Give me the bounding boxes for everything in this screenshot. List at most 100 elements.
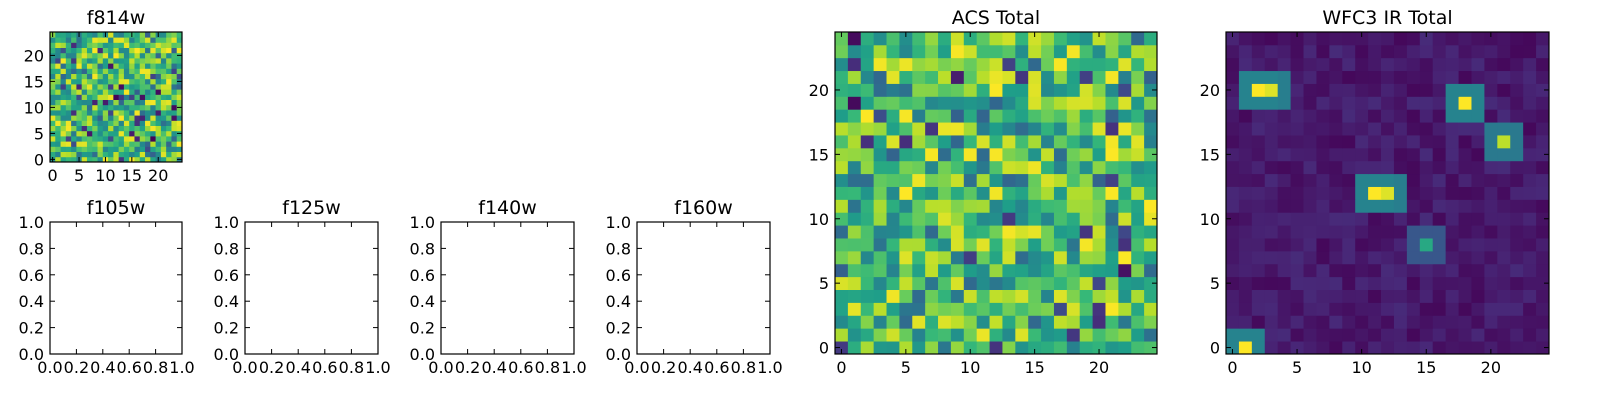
heatmap-cell bbox=[97, 42, 104, 48]
heatmap-cell bbox=[860, 96, 875, 110]
heatmap-cell bbox=[1028, 173, 1042, 187]
heatmap-cell bbox=[92, 42, 98, 48]
heatmap-cell bbox=[65, 78, 72, 85]
heatmap-cell bbox=[166, 99, 172, 106]
heatmap-cell bbox=[1368, 70, 1382, 84]
heatmap-cell bbox=[92, 104, 98, 111]
heatmap-cell bbox=[97, 32, 104, 38]
heatmap-cell bbox=[1053, 70, 1068, 84]
heatmap-cell bbox=[1002, 109, 1016, 123]
heatmap-cell bbox=[171, 78, 178, 85]
heatmap-cell bbox=[912, 57, 926, 72]
heatmap-cell bbox=[989, 122, 1003, 136]
heatmap-cell bbox=[1144, 250, 1158, 265]
heatmap-cell bbox=[976, 32, 990, 46]
heatmap-cell bbox=[102, 104, 109, 111]
heatmap-cell bbox=[76, 42, 83, 48]
heatmap-cell bbox=[1277, 160, 1291, 175]
heatmap-cell bbox=[55, 94, 61, 100]
heatmap-cell bbox=[1432, 225, 1447, 239]
heatmap-cell bbox=[1523, 135, 1537, 149]
heatmap-cell bbox=[1419, 328, 1434, 342]
heatmap-cell bbox=[1238, 212, 1253, 226]
heatmap-cell bbox=[1066, 109, 1081, 123]
heatmap-cell bbox=[1118, 225, 1132, 239]
heatmap-cell bbox=[171, 141, 178, 147]
heatmap-cell bbox=[989, 302, 1003, 316]
heatmap-cell bbox=[1264, 250, 1279, 265]
heatmap-cell bbox=[1105, 96, 1119, 110]
heatmap-cell bbox=[1497, 173, 1511, 187]
heatmap-cell bbox=[1406, 32, 1421, 46]
heatmap-cell bbox=[176, 32, 183, 38]
heatmap-cell bbox=[1015, 135, 1029, 149]
heatmap-cell bbox=[1342, 160, 1356, 175]
heatmap-cell bbox=[60, 146, 67, 152]
heatmap-cell bbox=[1002, 122, 1016, 136]
heatmap-cell bbox=[1226, 238, 1240, 252]
heatmap-cell bbox=[71, 156, 77, 163]
heatmap-cell bbox=[1092, 276, 1106, 290]
heatmap-cell bbox=[160, 110, 167, 116]
heatmap-cell bbox=[1092, 263, 1106, 278]
heatmap-cell bbox=[1419, 186, 1434, 200]
heatmap-cell bbox=[1277, 135, 1291, 149]
heatmap-cell bbox=[1053, 328, 1068, 342]
heatmap-cell bbox=[1381, 160, 1395, 175]
heatmap-cell bbox=[938, 96, 952, 110]
heatmap-cell bbox=[1393, 212, 1408, 226]
heatmap-cell bbox=[835, 315, 849, 329]
heatmap-cell bbox=[886, 289, 900, 303]
heatmap-cell bbox=[55, 47, 61, 54]
heatmap-cell bbox=[1264, 289, 1279, 303]
heatmap-cell bbox=[150, 32, 156, 38]
heatmap-cell bbox=[1144, 32, 1158, 46]
heatmap-cell bbox=[976, 186, 990, 200]
heatmap-cell bbox=[50, 125, 56, 132]
heatmap-cell bbox=[1316, 160, 1330, 175]
heatmap-cell bbox=[950, 250, 965, 265]
heatmap-cell bbox=[1053, 122, 1068, 136]
heatmap-cell bbox=[1342, 186, 1356, 200]
heatmap-cell bbox=[1092, 186, 1106, 200]
heatmap-cell bbox=[118, 141, 125, 147]
heatmap-cell bbox=[81, 37, 88, 43]
heatmap-cell bbox=[86, 37, 93, 43]
heatmap-cell bbox=[92, 63, 98, 69]
heatmap-cell bbox=[873, 57, 887, 72]
heatmap-cell bbox=[1277, 238, 1291, 252]
heatmap-cell bbox=[1497, 341, 1511, 355]
heatmap-cell bbox=[1458, 83, 1472, 97]
heatmap-cell bbox=[1226, 57, 1240, 72]
heatmap-cell bbox=[847, 83, 862, 97]
x-tick-label: 0.4 bbox=[90, 358, 115, 377]
heatmap-cell bbox=[1041, 199, 1055, 213]
heatmap-cell bbox=[1303, 147, 1317, 162]
heatmap-cell bbox=[1277, 44, 1291, 59]
heatmap-cell bbox=[1264, 315, 1279, 329]
heatmap-cell bbox=[1028, 328, 1042, 342]
heatmap-cell bbox=[1316, 276, 1330, 290]
heatmap-cell bbox=[139, 63, 146, 69]
heatmap-cell bbox=[1066, 250, 1081, 265]
heatmap-cell bbox=[1290, 135, 1304, 149]
heatmap-cell bbox=[1484, 199, 1498, 213]
heatmap-cell bbox=[1002, 186, 1016, 200]
heatmap-cell bbox=[123, 68, 130, 74]
heatmap-cell bbox=[1484, 341, 1498, 355]
heatmap-cell bbox=[1536, 276, 1550, 290]
heatmap-cell bbox=[171, 63, 178, 69]
heatmap-cell bbox=[886, 199, 900, 213]
y-tick-label: 15 bbox=[24, 72, 44, 91]
heatmap-cell bbox=[1144, 135, 1158, 149]
heatmap-cell bbox=[50, 115, 56, 121]
heatmap-cell bbox=[176, 58, 183, 64]
heatmap-cell bbox=[1329, 57, 1343, 72]
heatmap-cell bbox=[150, 146, 156, 152]
heatmap-cell bbox=[86, 47, 93, 54]
heatmap-cell bbox=[1092, 315, 1106, 329]
heatmap-cell bbox=[1393, 289, 1408, 303]
heatmap-cell bbox=[835, 186, 849, 200]
heatmap-cell bbox=[129, 94, 135, 100]
